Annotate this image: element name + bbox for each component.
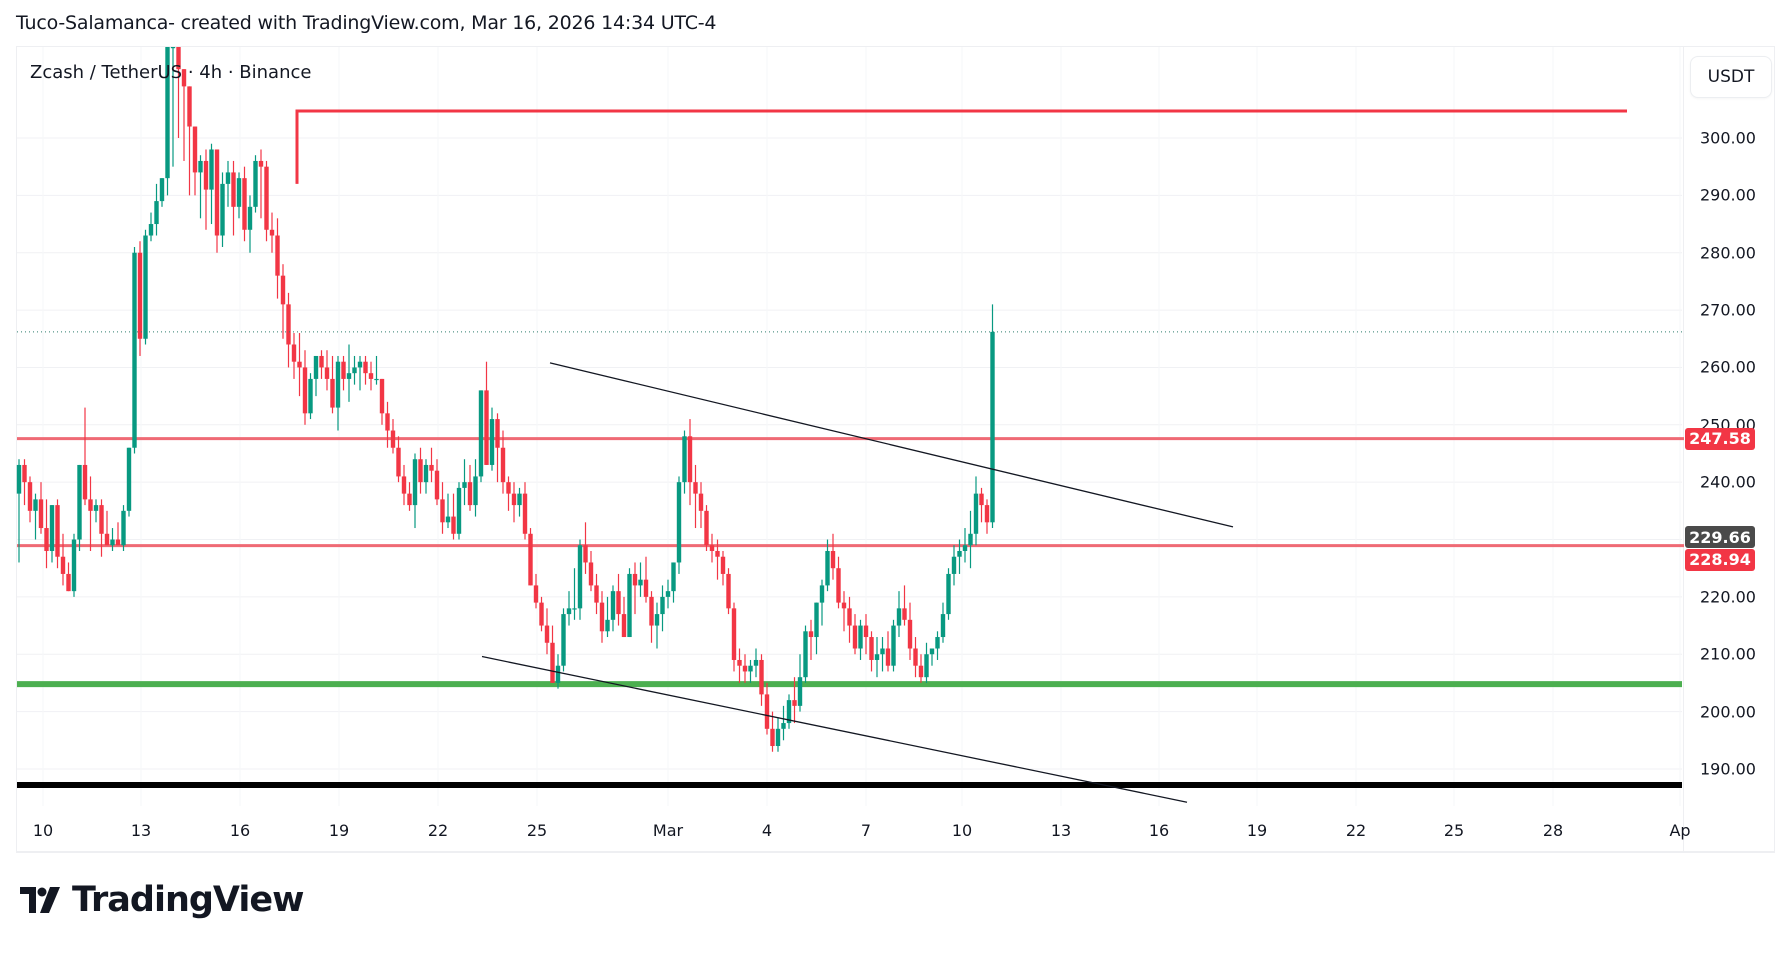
time-tick-label: 16 [229, 821, 251, 840]
time-tick-label: 4 [761, 821, 773, 840]
price-tick-label: 220.00 [1700, 587, 1756, 607]
price-tick-label: 290.00 [1700, 185, 1756, 205]
price-tick-label: 210.00 [1700, 644, 1756, 664]
price-axis[interactable] [1683, 46, 1775, 852]
chart-caption: Tuco-Salamanca- created with TradingView… [16, 12, 717, 34]
time-tick-label: 19 [328, 821, 350, 840]
time-tick-label: 10 [32, 821, 54, 840]
price-tick-label: 260.00 [1700, 357, 1756, 377]
time-tick-label: 13 [1050, 821, 1072, 840]
tradingview-logo-text: TradingView [72, 880, 304, 920]
tradingview-logo-icon [20, 887, 60, 913]
time-tick-label: Ap [1669, 821, 1691, 840]
tradingview-logo[interactable]: TradingView [20, 880, 304, 920]
price-tick-label: 200.00 [1700, 702, 1756, 722]
time-tick-label: 25 [526, 821, 548, 840]
time-tick-label: 10 [951, 821, 973, 840]
currency-button[interactable]: USDT [1690, 56, 1772, 98]
symbol-title[interactable]: Zcash / TetherUS · 4h · Binance [30, 62, 312, 83]
time-tick-label: 22 [427, 821, 449, 840]
chart-pane[interactable] [16, 46, 1775, 852]
horizontal-levels[interactable] [17, 109, 1684, 789]
time-tick-label: 19 [1246, 821, 1268, 840]
candles [16, 47, 995, 752]
price-tick-label: 280.00 [1700, 243, 1756, 263]
price-badge: 228.94 [1685, 548, 1755, 571]
time-tick-label: 7 [860, 821, 872, 840]
time-tick-label: Mar [652, 821, 684, 840]
price-tick-label: 300.00 [1700, 128, 1756, 148]
time-tick-label: 22 [1345, 821, 1367, 840]
price-tick-label: 270.00 [1700, 300, 1756, 320]
grid-lines [17, 47, 1682, 806]
price-badge: 229.66 [1685, 526, 1755, 549]
time-tick-label: 28 [1542, 821, 1564, 840]
time-tick-label: 16 [1148, 821, 1170, 840]
time-tick-label: 25 [1443, 821, 1465, 840]
price-tick-label: 240.00 [1700, 472, 1756, 492]
time-axis-border [16, 852, 1775, 853]
time-tick-label: 13 [130, 821, 152, 840]
trendlines[interactable] [481, 362, 1234, 803]
price-tick-label: 190.00 [1700, 759, 1756, 779]
price-badge: 247.58 [1685, 427, 1755, 450]
